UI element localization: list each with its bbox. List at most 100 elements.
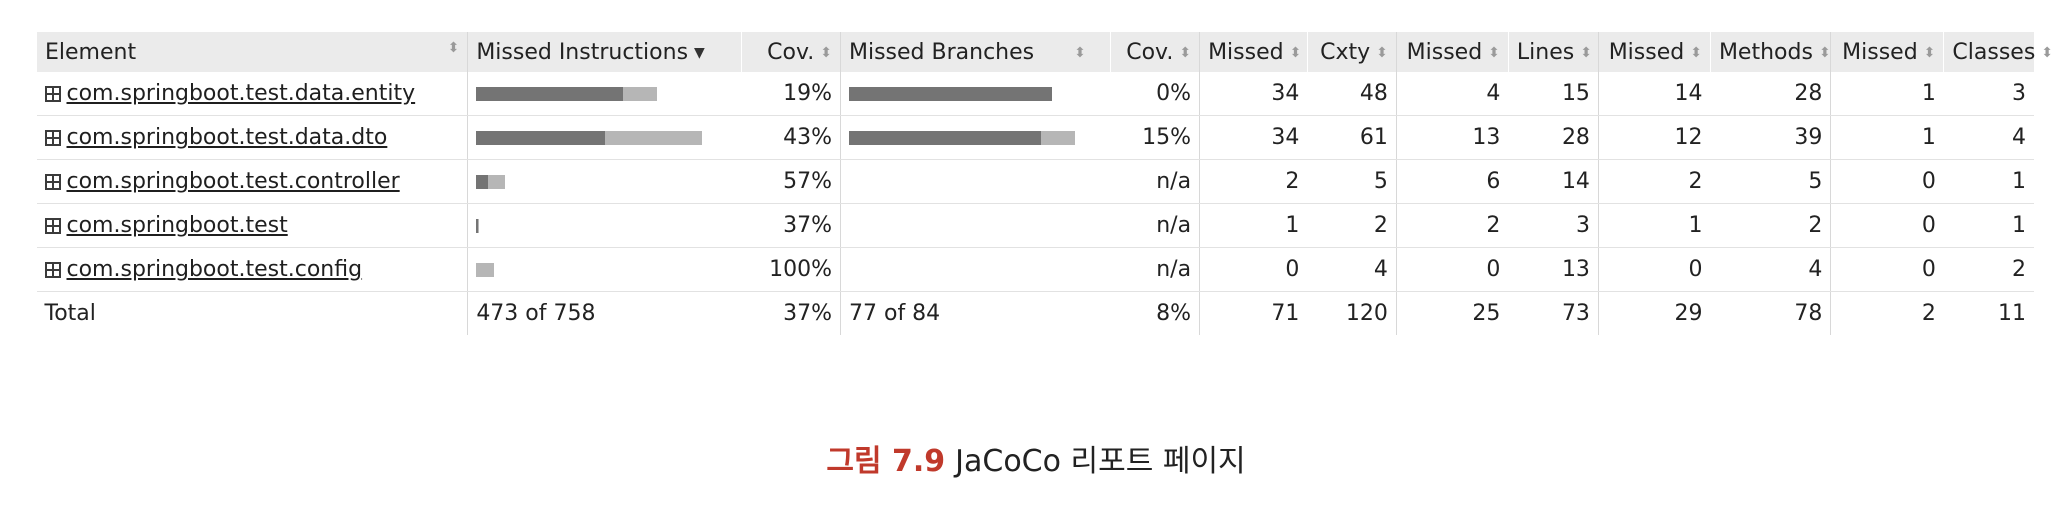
element-cell: com.springboot.test (36, 203, 468, 248)
missed-bar-segment (849, 87, 1052, 101)
missed-bar-segment (849, 131, 1041, 145)
header-lines[interactable]: Lines ⬍ (1507, 32, 1599, 72)
table-row: com.springboot.test.controller 57% n/a 2… (36, 159, 2034, 204)
sort-arrows-icon[interactable]: ⬍ (447, 39, 460, 56)
element-cell: com.springboot.test.data.dto (36, 115, 468, 160)
cxty-value: 48 (1307, 72, 1397, 116)
cxty-value: 4 (1307, 247, 1397, 292)
sort-arrows-icon[interactable]: ⬍ (1074, 44, 1086, 61)
header-element[interactable]: Element ⬍ (35, 32, 468, 72)
instr-coverage-bar (476, 257, 495, 282)
missed-methods-value: 0 (1597, 247, 1711, 292)
missed-methods-value: 2 (1597, 159, 1711, 204)
branch-bar-cell (839, 115, 1111, 160)
table-row: com.springboot.test.data.dto 43% 15% 34 … (36, 115, 2034, 160)
missed-cxty-value: 1 (1199, 203, 1308, 248)
sort-arrows-icon[interactable]: ⬍ (1923, 44, 1936, 61)
missed-cxty-value: 0 (1199, 247, 1308, 292)
cxty-value: 5 (1307, 159, 1397, 204)
instr-bar-cell (467, 247, 742, 292)
missed-methods-value: 12 (1597, 115, 1711, 160)
methods-value: 4 (1710, 247, 1831, 292)
header-branch-cov[interactable]: Cov. ⬍ (1110, 32, 1200, 72)
caption-text: JaCoCo 리포트 페이지 (955, 444, 1246, 479)
table-row: com.springboot.test.data.entity 19% 0% 3… (36, 72, 2034, 116)
classes-value: 2 (1943, 247, 2034, 292)
missed-classes-value: 0 (1830, 247, 1944, 292)
branch-coverage-bar (849, 81, 1052, 106)
package-link[interactable]: com.springboot.test.data.dto (66, 125, 388, 150)
total-cxty: 120 (1345, 301, 1388, 326)
instr-bar-cell (467, 72, 742, 116)
methods-value: 5 (1710, 159, 1831, 204)
sort-arrows-icon[interactable]: ⬍ (820, 44, 832, 61)
branch-coverage-bar (849, 125, 1075, 150)
package-icon (44, 262, 61, 278)
sort-arrows-icon[interactable]: ⬍ (2041, 44, 2054, 61)
table-row: com.springboot.test 37% n/a 1 2 2 3 1 2 … (36, 203, 2034, 248)
missed-classes-value: 0 (1830, 159, 1944, 204)
sort-arrows-icon[interactable]: ⬍ (1376, 44, 1388, 61)
branch-bar-cell (839, 159, 1111, 204)
total-branch: 77 of 84 (839, 291, 1111, 335)
caption-label: 그림 7.9 (826, 444, 946, 479)
classes-value: 1 (1943, 203, 2034, 248)
methods-value: 28 (1710, 72, 1831, 116)
branch-cov-value: n/a (1110, 247, 1200, 292)
missed-cxty-value: 34 (1199, 72, 1308, 116)
sort-arrows-icon[interactable]: ⬍ (1580, 44, 1592, 61)
branch-bar-cell (839, 203, 1111, 248)
total-methods: 78 (1794, 301, 1823, 326)
covered-bar-segment (623, 87, 658, 101)
header-methods[interactable]: Methods ⬍ (1709, 32, 1831, 72)
missed-bar-segment (476, 175, 489, 189)
covered-bar-segment (1041, 131, 1075, 145)
header-classes[interactable]: Classes ⬍ (1943, 32, 2053, 72)
package-link[interactable]: com.springboot.test (66, 213, 288, 238)
sort-arrows-icon[interactable]: ⬍ (1289, 44, 1302, 61)
instr-cov-value: 57% (741, 159, 841, 204)
methods-value: 2 (1710, 203, 1831, 248)
instr-coverage-bar (476, 169, 506, 194)
sort-arrows-icon[interactable]: ⬍ (1488, 44, 1500, 61)
cxty-value: 61 (1307, 115, 1397, 160)
lines-value: 28 (1508, 115, 1599, 160)
package-link[interactable]: com.springboot.test.config (66, 257, 363, 282)
missed-cxty-value: 2 (1199, 159, 1308, 204)
header-row: Element ⬍ Missed Instructions ▼ Cov. ⬍ Miss… (35, 32, 2053, 72)
total-label: Total (44, 301, 96, 326)
instr-coverage-bar (476, 213, 480, 238)
missed-lines-value: 13 (1395, 115, 1509, 160)
header-instr-cov[interactable]: Cov. ⬍ (740, 32, 841, 72)
total-missed-lines: 25 (1395, 291, 1509, 335)
missed-classes-value: 0 (1830, 203, 1944, 248)
header-cxty[interactable]: Cxty ⬍ (1306, 32, 1397, 72)
element-cell: com.springboot.test.config (36, 247, 468, 292)
header-missed-methods[interactable]: Missed ⬍ (1597, 32, 1711, 72)
methods-value: 39 (1710, 115, 1831, 160)
classes-value: 1 (1943, 159, 2034, 204)
instr-cov-value: 19% (741, 72, 841, 116)
header-missed-classes[interactable]: Missed ⬍ (1830, 32, 1944, 72)
header-missed-branches[interactable]: Missed Branches ⬍ (839, 32, 1111, 72)
classes-value: 3 (1943, 72, 2034, 116)
package-link[interactable]: com.springboot.test.controller (66, 169, 400, 194)
instr-cov-value: 100% (741, 247, 841, 292)
header-missed-lines[interactable]: Missed ⬍ (1395, 32, 1509, 72)
header-missed-instructions[interactable]: Missed Instructions ▼ (467, 32, 742, 72)
lines-value: 13 (1508, 247, 1599, 292)
sort-arrows-icon[interactable]: ⬍ (1818, 44, 1831, 61)
total-row: Total 473 of 758 37% 77 of 84 8% 71 120 … (37, 291, 2035, 335)
package-icon (44, 174, 61, 190)
package-link[interactable]: com.springboot.test.data.entity (66, 81, 416, 106)
header-missed-cxty[interactable]: Missed ⬍ (1199, 32, 1308, 72)
package-icon (44, 130, 61, 146)
sort-arrows-icon[interactable]: ⬍ (1179, 44, 1192, 61)
sort-desc-icon[interactable]: ▼ (694, 44, 705, 61)
missed-lines-value: 2 (1395, 203, 1509, 248)
coverage-table: Element ⬍ Missed Instructions ▼ Cov. ⬍ Miss… (35, 32, 2053, 335)
lines-value: 15 (1508, 72, 1599, 116)
instr-cov-value: 43% (741, 115, 841, 160)
sort-arrows-icon[interactable]: ⬍ (1690, 44, 1702, 61)
instr-coverage-bar (476, 125, 703, 150)
